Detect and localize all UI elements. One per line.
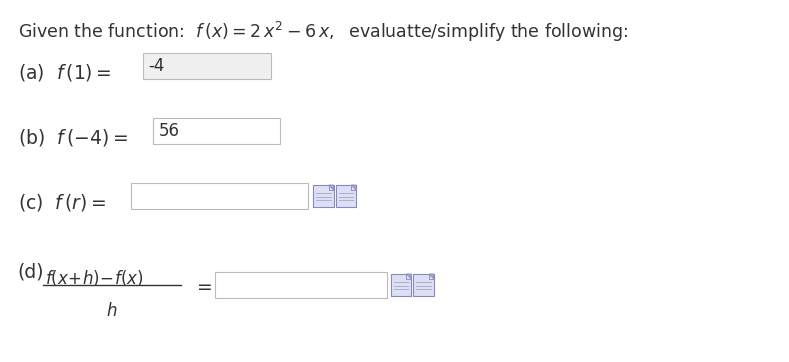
Polygon shape	[429, 274, 434, 279]
FancyBboxPatch shape	[313, 185, 334, 207]
FancyBboxPatch shape	[335, 185, 357, 207]
Text: (d): (d)	[17, 262, 44, 281]
Text: (a)  $f\,(1) = $: (a) $f\,(1) = $	[17, 62, 111, 83]
Text: $=$: $=$	[193, 275, 212, 295]
Text: (b)  $f\,(-4) = $: (b) $f\,(-4) = $	[17, 127, 128, 148]
Text: $f(x\!+\!h)\!-\!f(x)$: $f(x\!+\!h)\!-\!f(x)$	[45, 268, 144, 288]
FancyBboxPatch shape	[152, 118, 280, 144]
Text: 56: 56	[159, 122, 179, 140]
FancyBboxPatch shape	[413, 274, 434, 296]
FancyBboxPatch shape	[131, 183, 308, 209]
Text: -4: -4	[148, 57, 165, 75]
Polygon shape	[329, 185, 334, 190]
Polygon shape	[351, 185, 357, 190]
FancyBboxPatch shape	[215, 272, 387, 298]
Text: (c)  $f\,(r) = $: (c) $f\,(r) = $	[17, 192, 106, 213]
Text: Given the function:  $f\,(x) = 2\,x^2 - 6\,x,$  evaluatte/simplify the following: Given the function: $f\,(x) = 2\,x^2 - 6…	[17, 20, 628, 44]
FancyBboxPatch shape	[143, 53, 271, 79]
FancyBboxPatch shape	[391, 274, 411, 296]
Text: $h$: $h$	[107, 302, 118, 320]
Polygon shape	[406, 274, 411, 279]
